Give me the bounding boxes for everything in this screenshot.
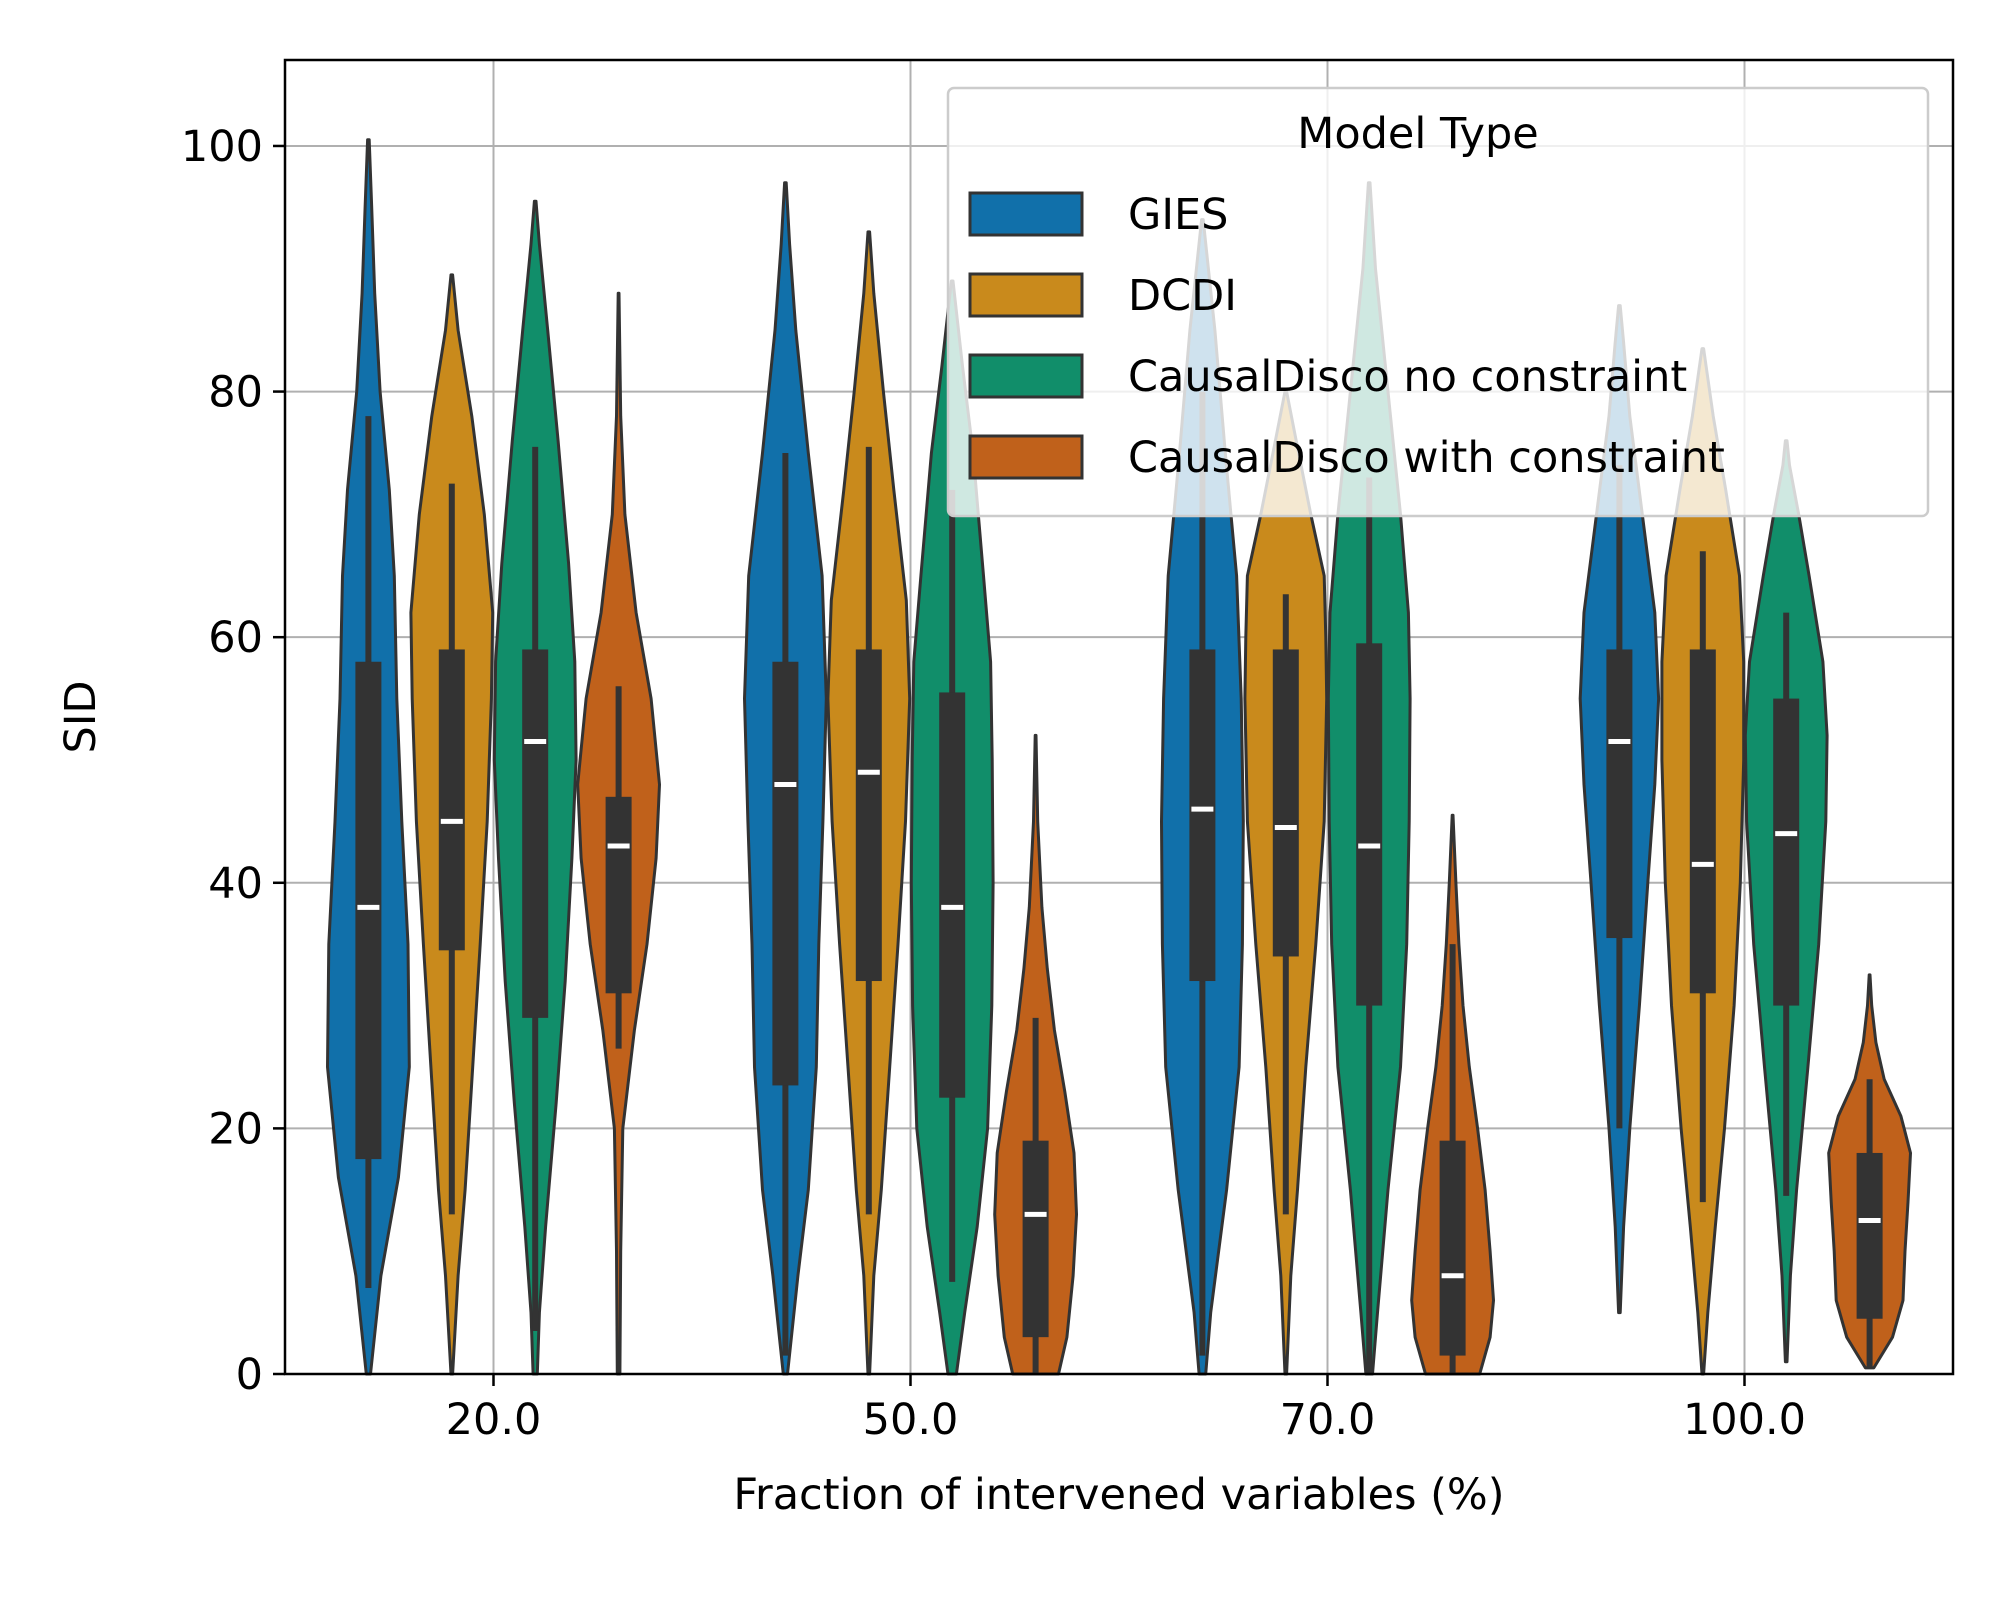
legend-entry-label: DCDI [1128,271,1237,321]
legend-swatch [968,353,1084,399]
y-tick-label: 0 [236,1350,263,1400]
violin-iqr-box [1773,698,1800,1006]
violin-iqr-box [772,661,799,1086]
violin-iqr-box [522,649,549,1018]
violin-iqr-box [855,649,882,982]
violin-iqr-box [1022,1140,1049,1338]
violin-iqr-box [1689,649,1716,994]
violin-iqr-box [939,692,966,1098]
legend-swatch [968,191,1084,237]
y-tick-label: 60 [208,613,263,663]
y-tick-label: 20 [208,1104,263,1154]
x-axis-label: Fraction of intervened variables (%) [733,1470,1504,1520]
legend-swatch [968,434,1084,480]
violin-iqr-box [355,661,382,1160]
violin-iqr-box [1439,1140,1466,1356]
plot-frame [283,58,1955,1376]
y-axis-label: SID [56,680,106,753]
violin-iqr-box [605,796,632,994]
violin-iqr-box [1856,1152,1883,1319]
legend-entry-label: GIES [1128,190,1228,240]
legend-entry-label: CausalDisco with constraint [1128,433,1725,483]
legend-swatch [968,272,1084,318]
violin-iqr-box [1189,649,1216,982]
violin-iqr-box [1272,649,1299,957]
violin-iqr-box [1356,643,1383,1006]
x-tick-label: 50.0 [863,1395,959,1445]
x-tick-label: 70.0 [1280,1395,1376,1445]
legend-items: GIES DCDI CausalDisco no constraint CausalD… [968,190,1725,483]
legend-box [946,86,1930,518]
x-tick-label: 100.0 [1683,1395,1806,1445]
y-tick-label: 80 [208,368,263,418]
x-axis-ticks: 20.0 50.0 70.0 100.0 [446,1374,1806,1445]
y-axis-ticks: 0 20 40 60 80 100 [181,122,285,1400]
violins-layer [326,138,1912,1376]
legend: Model Type GIES DCDI CausalDisco no constr… [946,86,1930,518]
violin-iqr-box [438,649,465,951]
violin-iqr-box [1606,649,1633,939]
y-tick-label: 40 [208,859,263,909]
x-tick-label: 20.0 [446,1395,542,1445]
y-tick-label: 100 [181,122,263,172]
legend-entry-label: CausalDisco no constraint [1128,352,1687,402]
legend-title: Model Type [1297,109,1539,159]
